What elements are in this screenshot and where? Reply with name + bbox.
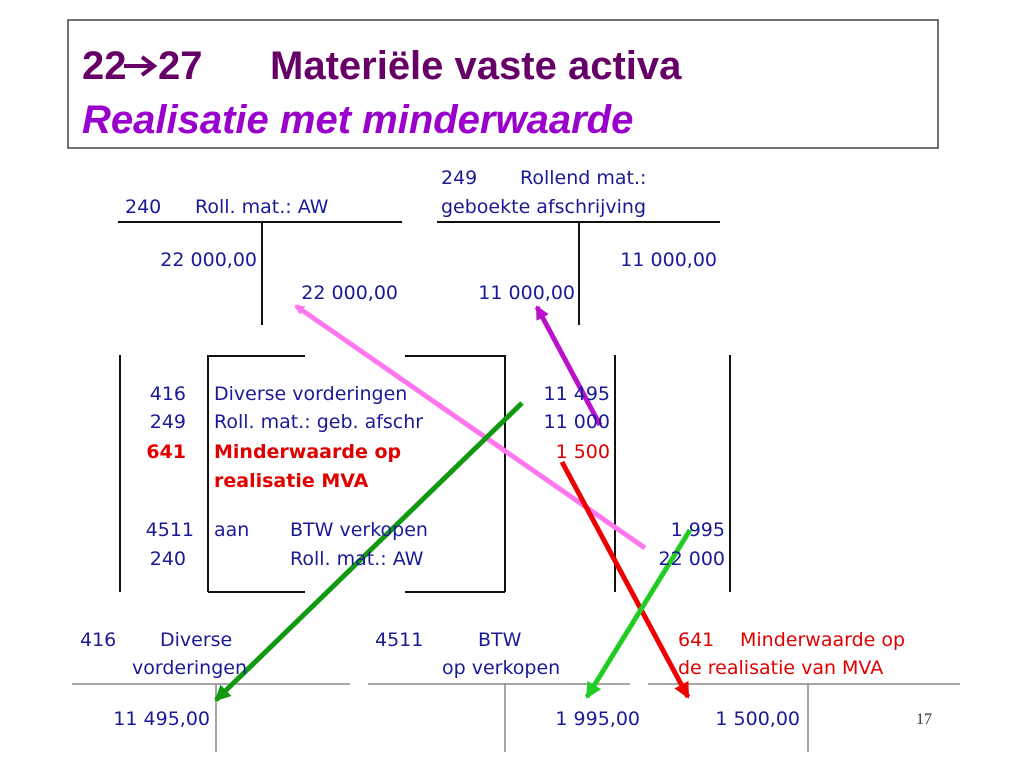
amount: 11 000,00: [620, 249, 717, 271]
account-number: 249: [149, 411, 186, 433]
entry-label: Diverse vorderingen: [214, 383, 408, 405]
account-number: 641: [678, 629, 715, 651]
account-number: 4511: [375, 629, 424, 651]
account-number: 240: [149, 548, 186, 570]
title-to: 27: [158, 44, 203, 88]
account-number: 240: [125, 196, 162, 218]
amount: 22 000,00: [301, 282, 398, 304]
account-number: 249: [441, 167, 478, 189]
amount: 22 000,00: [160, 249, 257, 271]
account-name: op verkopen: [442, 657, 561, 679]
account-name: de realisatie van MVA: [678, 657, 884, 679]
account-name: Rollend mat.:: [520, 167, 647, 189]
account-name: Minderwaarde op: [740, 629, 906, 651]
amount: 1 500: [555, 441, 610, 463]
subtitle: Realisatie met minderwaarde: [82, 98, 634, 142]
amount: 22 000: [658, 548, 725, 570]
account-number: 416: [149, 383, 186, 405]
amount: 11 495,00: [113, 708, 210, 730]
title: Materiële vaste activa: [270, 44, 682, 88]
entry-label: realisatie MVA: [214, 470, 369, 492]
account-number: 4511: [145, 519, 194, 541]
entry-label: BTW verkopen: [290, 519, 428, 541]
entry-label: Roll. mat.: geb. afschr: [214, 411, 424, 433]
amount: 1 995: [670, 519, 725, 541]
account-name: vorderingen: [132, 657, 248, 679]
entry-label: Roll. mat.: AW: [290, 548, 424, 570]
amount: 11 000: [543, 411, 610, 433]
page-number: 17: [916, 711, 932, 728]
entry-prefix: aan: [214, 519, 250, 541]
amount: 1 995,00: [555, 708, 640, 730]
amount: 1 500,00: [715, 708, 800, 730]
account-number: 641: [146, 441, 186, 463]
entry-label: Minderwaarde op: [214, 441, 402, 463]
account-name: geboekte afschrijving: [441, 196, 647, 218]
account-name: Roll. mat.: AW: [195, 196, 329, 218]
amount: 11 000,00: [478, 282, 575, 304]
amount: 11 495: [543, 383, 610, 405]
title-from: 22: [82, 44, 127, 88]
account-name: BTW: [478, 629, 522, 651]
account-number: 416: [80, 629, 117, 651]
account-name: Diverse: [160, 629, 233, 651]
